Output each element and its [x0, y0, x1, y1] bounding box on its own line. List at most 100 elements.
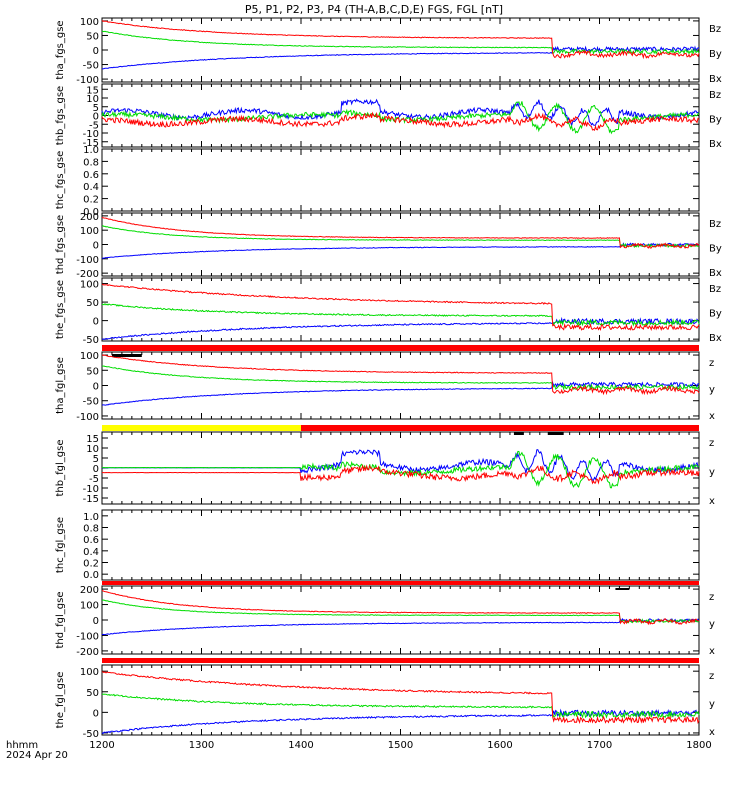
status-bar-0-segment-0 — [102, 345, 699, 351]
y-tick-label: 100 — [80, 601, 99, 612]
trace-z — [101, 216, 700, 249]
panel-frame — [101, 212, 700, 277]
y-tick-label: 100 — [80, 17, 99, 28]
legend-y: y — [709, 467, 715, 478]
y-tick-label: -200 — [76, 269, 99, 280]
y-tick-label: 15 — [86, 85, 99, 96]
status-bar-2-segment-0 — [102, 581, 699, 585]
y-tick-label: 0 — [93, 616, 99, 627]
y-tick-label: 50 — [86, 298, 99, 309]
legend-z: z — [709, 438, 714, 449]
panel-thd_fgl_gse: 200 100 0 -100 -200 thd_fgl_gse z y x — [55, 585, 715, 658]
y-tick-label: 0.0 — [83, 207, 99, 218]
legend-By: By — [709, 49, 722, 60]
y-tick-label: 5 — [93, 103, 99, 114]
y-tick-label: -15 — [83, 494, 99, 505]
legend-Bz: Bz — [709, 24, 721, 35]
y-tick-label: 0.2 — [83, 559, 99, 570]
data-flag-mark-3 — [615, 588, 630, 590]
legend-Bx: Bx — [709, 139, 722, 150]
y-axis-label: tha_fgs_gse — [55, 20, 66, 79]
legend-y: y — [709, 385, 715, 396]
y-tick-label: 50 — [86, 366, 99, 377]
y-tick-label: 10 — [86, 444, 99, 455]
y-tick-label: 50 — [86, 688, 99, 699]
trace-z — [101, 20, 700, 60]
x-tick-label: 1400 — [288, 740, 313, 751]
legend-By: By — [709, 115, 722, 126]
x-tick-label: 1300 — [189, 740, 214, 751]
legend-Bz: Bz — [709, 284, 721, 295]
plot-title: P5, P1, P2, P3, P4 (TH-A,B,C,D,E) FGS, F… — [245, 3, 503, 16]
y-tick-label: 0.4 — [83, 547, 99, 558]
y-axis-label: thb_fgs_gse — [55, 86, 66, 145]
trace-y — [102, 450, 700, 489]
trace-x — [101, 380, 700, 406]
trace-z — [101, 111, 700, 132]
x-tick-label: 1800 — [686, 740, 711, 751]
trace-y — [101, 302, 700, 327]
data-flag-mark-0 — [111, 354, 142, 357]
y-tick-label: 5 — [93, 454, 99, 465]
y-tick-label: -100 — [76, 412, 99, 423]
legend-z: z — [709, 358, 714, 369]
panel-frame — [101, 148, 700, 212]
panel-frame — [101, 585, 700, 655]
y-tick-label: 0 — [93, 708, 99, 719]
y-tick-label: 0 — [93, 382, 99, 393]
legend-x: x — [709, 411, 715, 422]
y-tick-label: -100 — [76, 75, 99, 86]
y-tick-label: -50 — [83, 397, 99, 408]
x-tick-label: 1500 — [388, 740, 413, 751]
panel-thd_fgs_gse: 200 100 0 -100 -200 thd_fgs_gse Bz By Bx — [55, 212, 722, 280]
trace-y — [101, 225, 700, 249]
trace-x — [101, 98, 700, 126]
panel-frame — [101, 351, 700, 420]
y-axis-label: the_fgs_gse — [55, 280, 66, 339]
panel-tha_fgl_gse: 100 50 0 -50 -100 tha_fgl_gse z y x — [55, 351, 715, 423]
y-tick-label: 0.6 — [83, 535, 99, 546]
y-axis-label: thd_fgl_gse — [55, 592, 66, 649]
status-bar-1-segment-1 — [301, 425, 699, 431]
trace-z — [101, 283, 700, 331]
x-tick-label: 1700 — [587, 740, 612, 751]
y-tick-label: -10 — [83, 129, 99, 140]
y-tick-label: -5 — [89, 474, 99, 485]
legend-z: z — [709, 671, 714, 682]
y-axis-label: thd_fgs_gse — [55, 215, 66, 274]
y-tick-label: 1.0 — [83, 512, 99, 523]
y-tick-label: 100 — [80, 667, 99, 678]
y-tick-label: 200 — [80, 585, 99, 596]
y-tick-label: 0 — [93, 464, 99, 475]
trace-x — [101, 45, 700, 70]
legend-By: By — [709, 309, 722, 320]
trace-x — [101, 242, 700, 259]
trace-z — [102, 464, 700, 485]
trace-z — [101, 671, 700, 725]
legend-By: By — [709, 244, 722, 255]
y-tick-label: 0.2 — [83, 195, 99, 206]
x-tick-label: 1600 — [487, 740, 512, 751]
legend-z: z — [709, 592, 714, 603]
legend-Bz: Bz — [709, 90, 721, 101]
y-tick-label: 1.0 — [83, 145, 99, 156]
y-tick-label: 0 — [93, 46, 99, 57]
y-tick-label: -50 — [83, 729, 99, 740]
trace-y — [101, 101, 700, 135]
y-tick-label: -50 — [83, 61, 99, 72]
panel-thc_fgs_gse: 1.00.8 0.60.4 0.20.0 thc_fgs_gse — [55, 145, 700, 218]
legend-Bz: Bz — [709, 219, 721, 230]
y-tick-label: 0.8 — [83, 524, 99, 535]
y-tick-label: -15 — [83, 138, 99, 149]
panel-tha_fgs_gse: 100 50 0 -50 -100 tha_fgs_gse Bz By Bx — [55, 17, 722, 86]
legend-Bx: Bx — [709, 74, 722, 85]
x-axis-label-date: 2024 Apr 20 — [6, 750, 68, 761]
y-axis-label: the_fgl_gse — [55, 672, 66, 729]
y-axis-label: tha_fgl_gse — [55, 357, 66, 414]
status-bar-3-segment-0 — [102, 658, 699, 663]
y-tick-label: 100 — [80, 351, 99, 362]
trace-z — [101, 589, 699, 626]
y-tick-label: 0.8 — [83, 157, 99, 168]
trace-y — [101, 365, 700, 391]
